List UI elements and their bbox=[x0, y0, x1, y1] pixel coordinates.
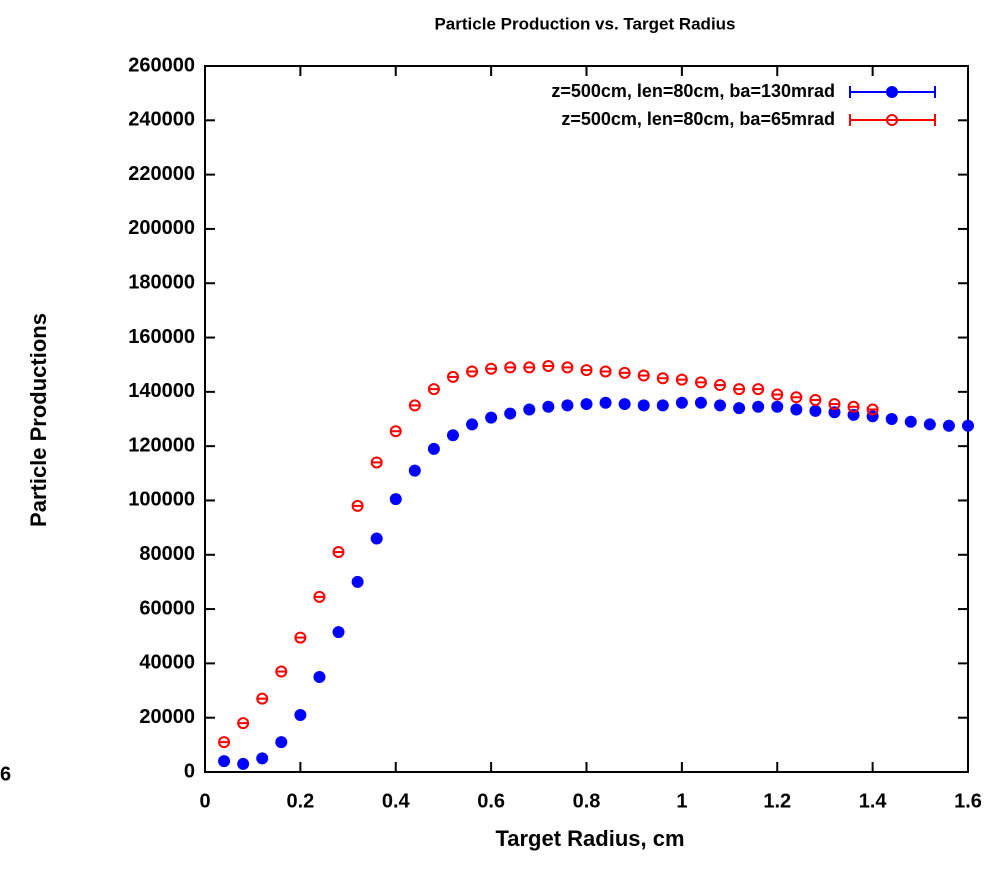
legend-marker bbox=[886, 86, 898, 98]
y-tick-label: 260000 bbox=[128, 54, 195, 76]
stray-label: 6 bbox=[0, 763, 11, 785]
y-tick-label: 0 bbox=[184, 760, 195, 782]
point bbox=[275, 736, 288, 749]
y-tick-label: 240000 bbox=[128, 109, 195, 131]
point bbox=[351, 575, 364, 588]
legend-label: z=500cm, len=80cm, ba=130mrad bbox=[551, 81, 835, 101]
point bbox=[504, 407, 517, 420]
x-axis-label: Target Radius, cm bbox=[495, 826, 684, 851]
point bbox=[599, 396, 612, 409]
y-tick-label: 40000 bbox=[139, 652, 195, 674]
point bbox=[675, 396, 688, 409]
y-tick-label: 180000 bbox=[128, 272, 195, 294]
y-tick-label: 200000 bbox=[128, 217, 195, 239]
y-tick-label: 20000 bbox=[139, 706, 195, 728]
point bbox=[694, 396, 707, 409]
point bbox=[446, 429, 459, 442]
x-tick-label: 0 bbox=[199, 790, 210, 812]
x-tick-label: 0.2 bbox=[286, 790, 314, 812]
point bbox=[313, 670, 326, 683]
point bbox=[580, 398, 593, 411]
point bbox=[389, 493, 402, 506]
point bbox=[485, 411, 498, 424]
y-tick-label: 220000 bbox=[128, 163, 195, 185]
y-tick-label: 140000 bbox=[128, 380, 195, 402]
point bbox=[656, 399, 669, 412]
point bbox=[561, 399, 574, 412]
x-tick-label: 1.6 bbox=[954, 790, 982, 812]
point bbox=[637, 399, 650, 412]
y-tick-label: 120000 bbox=[128, 434, 195, 456]
x-tick-label: 1.4 bbox=[859, 790, 888, 812]
point bbox=[809, 404, 822, 417]
point bbox=[523, 403, 536, 416]
y-tick-label: 100000 bbox=[128, 489, 195, 511]
y-tick-label: 160000 bbox=[128, 326, 195, 348]
point bbox=[752, 400, 765, 413]
point bbox=[466, 418, 479, 431]
y-tick-label: 60000 bbox=[139, 597, 195, 619]
point bbox=[370, 532, 383, 545]
point bbox=[942, 419, 955, 432]
y-axis-label: Particle Productions bbox=[26, 313, 51, 527]
legend-label: z=500cm, len=80cm, ba=65mrad bbox=[561, 109, 835, 129]
point bbox=[218, 755, 231, 768]
x-tick-label: 1 bbox=[676, 790, 687, 812]
point bbox=[332, 626, 345, 639]
point bbox=[771, 400, 784, 413]
point bbox=[427, 442, 440, 455]
point bbox=[256, 752, 269, 765]
point bbox=[923, 418, 936, 431]
point bbox=[408, 464, 421, 477]
y-tick-label: 80000 bbox=[139, 543, 195, 565]
legend-marker bbox=[886, 114, 898, 126]
x-tick-label: 0.4 bbox=[382, 790, 411, 812]
point bbox=[962, 419, 974, 432]
x-tick-label: 1.2 bbox=[763, 790, 791, 812]
point bbox=[618, 398, 631, 411]
chart-title: Particle Production vs. Target Radius bbox=[434, 14, 735, 33]
point bbox=[542, 400, 555, 413]
point bbox=[790, 403, 803, 416]
point bbox=[733, 402, 746, 415]
x-tick-label: 0.8 bbox=[573, 790, 601, 812]
point bbox=[904, 415, 917, 428]
point bbox=[237, 757, 250, 770]
point bbox=[294, 708, 307, 721]
x-tick-label: 0.6 bbox=[477, 790, 505, 812]
point bbox=[714, 399, 727, 412]
point bbox=[885, 413, 898, 425]
